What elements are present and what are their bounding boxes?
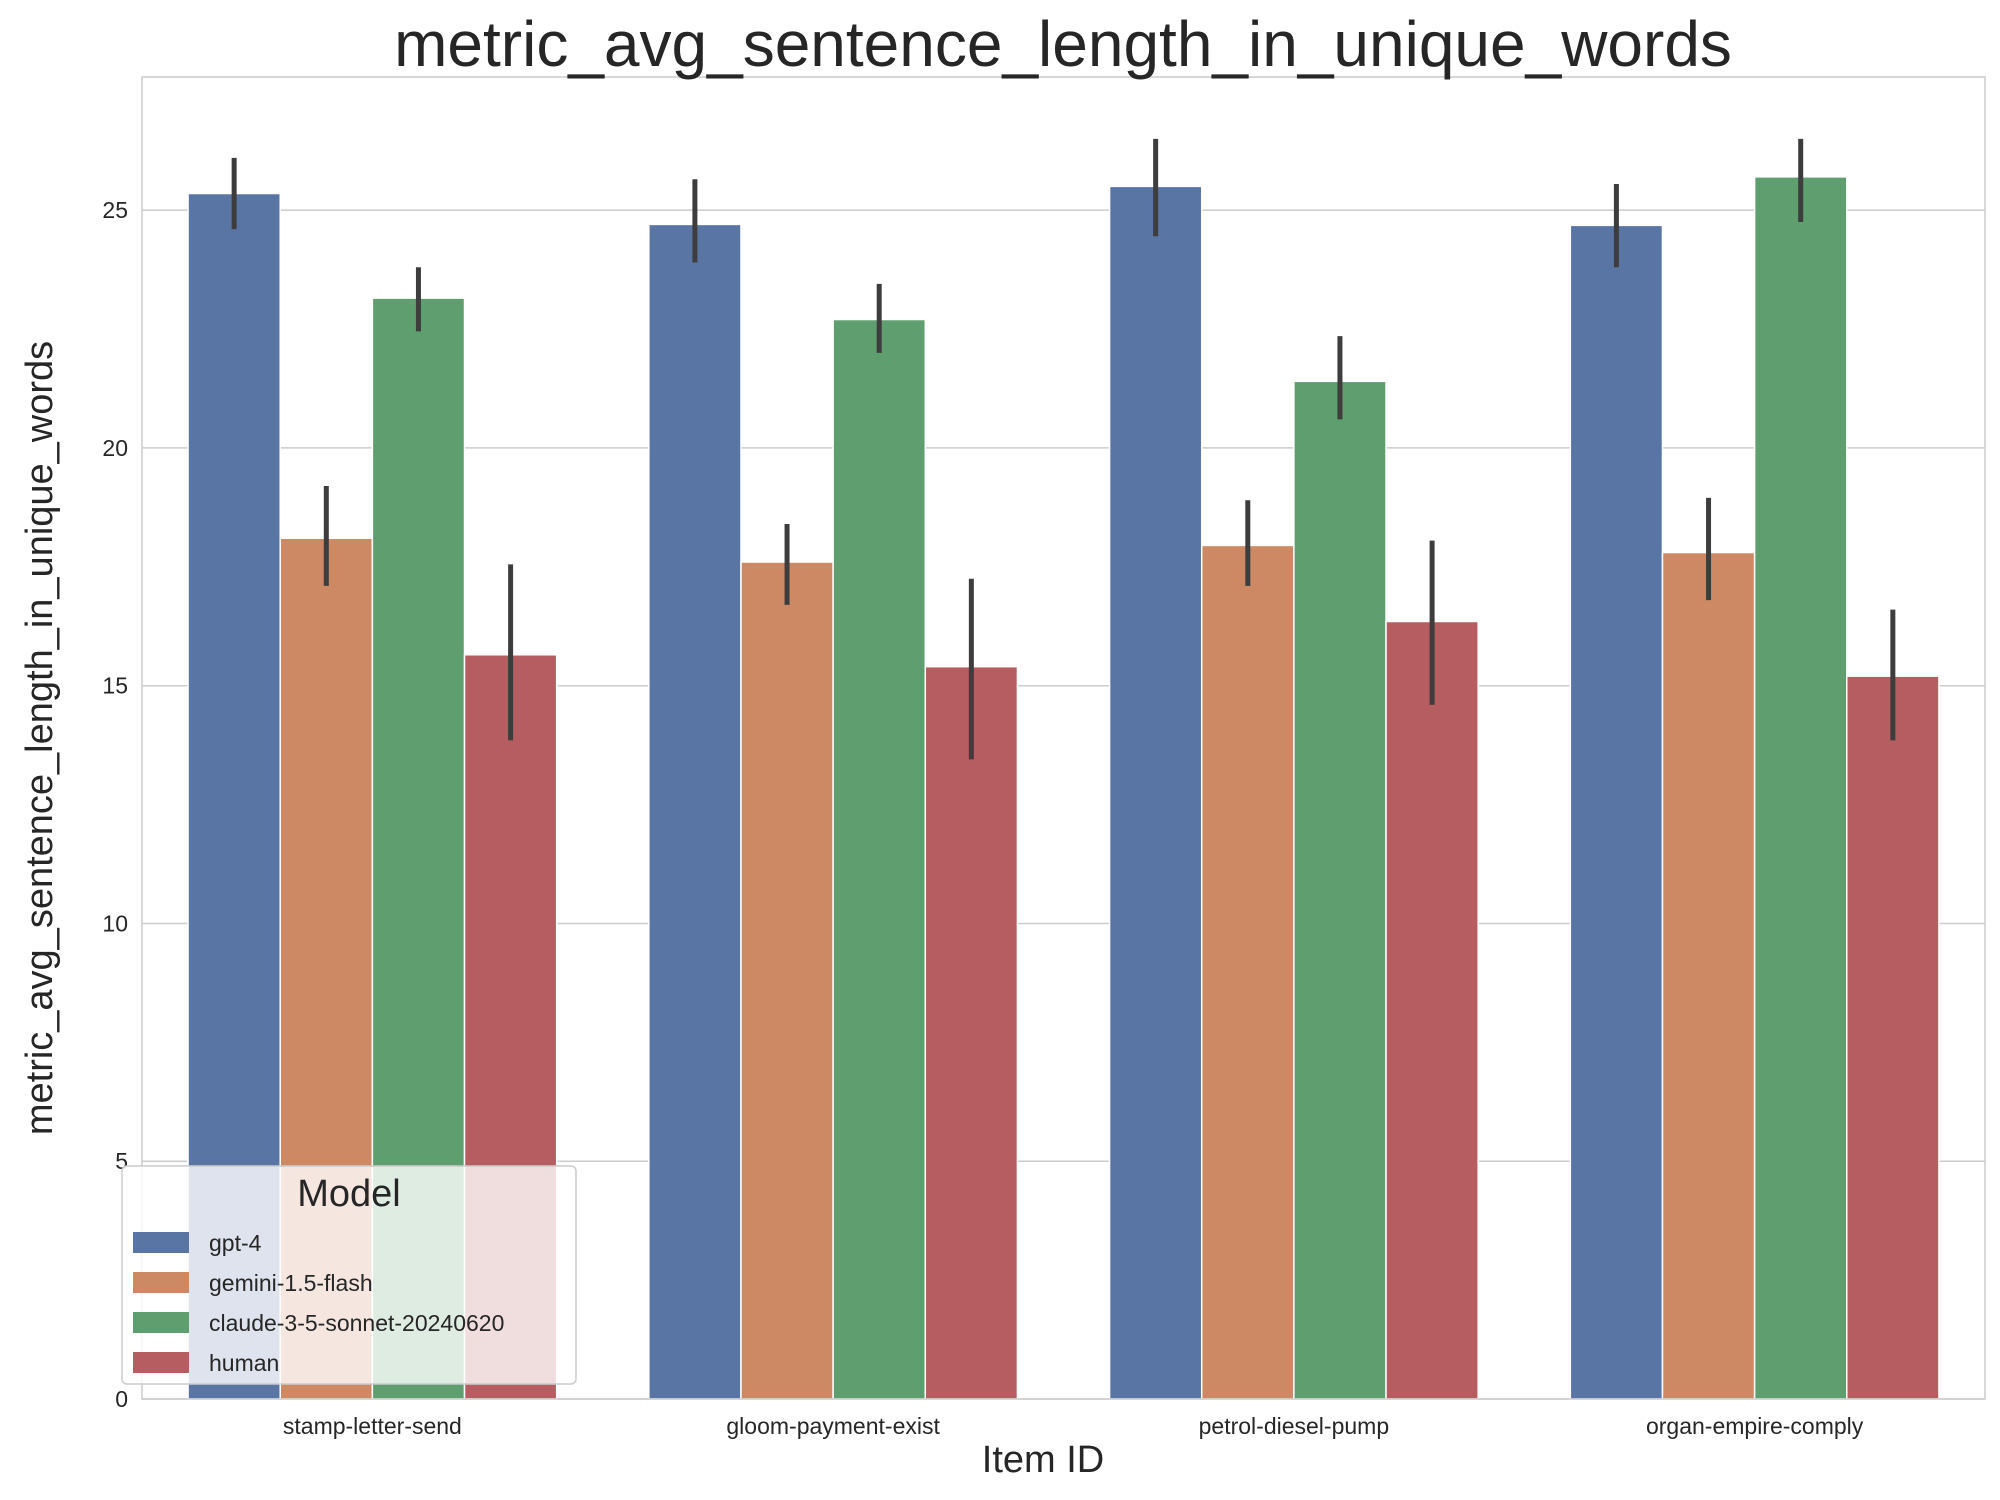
- legend-items: gpt-4 gemini-1.5-flash claude-3-5-sonnet-2…: [133, 1230, 504, 1376]
- y-axis-label: metric_avg_sentence_length_in_unique_wor…: [19, 341, 61, 1135]
- plot-frame: [141, 76, 1986, 1400]
- y-tick-label: 10: [102, 910, 128, 936]
- legend-swatch: [133, 1352, 189, 1373]
- bar-gpt-4: [1569, 224, 1664, 1400]
- legend-title: Model: [297, 1173, 401, 1215]
- legend-label: gemini-1.5-flash: [209, 1270, 373, 1296]
- bar-claude-3-5-sonnet-20240620: [1753, 176, 1848, 1400]
- bars: [187, 176, 1940, 1400]
- bar-gemini-1.5-flash: [740, 561, 834, 1400]
- x-tick-label: organ-empire-comply: [1646, 1413, 1864, 1439]
- error-bars: [231, 138, 1896, 760]
- legend-swatch: [133, 1272, 189, 1293]
- legend-label: claude-3-5-sonnet-20240620: [209, 1310, 504, 1336]
- legend-swatch: [133, 1312, 189, 1333]
- legend-label: gpt-4: [209, 1230, 262, 1256]
- y-tick-label: 15: [102, 673, 128, 699]
- bar-human: [1846, 675, 1940, 1400]
- y-tick-label: 0: [115, 1386, 128, 1412]
- x-tick-label: petrol-diesel-pump: [1199, 1413, 1389, 1439]
- bar-gemini-1.5-flash: [1661, 551, 1756, 1400]
- chart-title: metric_avg_sentence_length_in_unique_wor…: [394, 8, 1732, 80]
- legend-box: [121, 1165, 577, 1385]
- legend: Model gpt-4 gemini-1.5-flash claude-3-5-so…: [121, 1165, 577, 1385]
- bar-gemini-1.5-flash: [1200, 544, 1295, 1400]
- bar-human: [1385, 620, 1479, 1400]
- x-tick-label: stamp-letter-send: [283, 1413, 462, 1439]
- bar-human: [924, 665, 1019, 1400]
- bar-claude-3-5-sonnet-20240620: [832, 318, 927, 1400]
- bar-gpt-4: [1108, 185, 1203, 1400]
- x-tick-labels: stamp-letter-send gloom-payment-exist petr…: [283, 1413, 1864, 1439]
- legend-label: human: [209, 1350, 279, 1376]
- legend-swatch: [133, 1232, 189, 1253]
- bar-gpt-4: [648, 223, 742, 1400]
- bar-claude-3-5-sonnet-20240620: [1293, 380, 1387, 1400]
- y-tick-label: 20: [102, 435, 128, 461]
- x-axis-label: Item ID: [982, 1439, 1104, 1481]
- y-tick-label: 25: [102, 197, 128, 223]
- x-tick-label: gloom-payment-exist: [726, 1413, 940, 1439]
